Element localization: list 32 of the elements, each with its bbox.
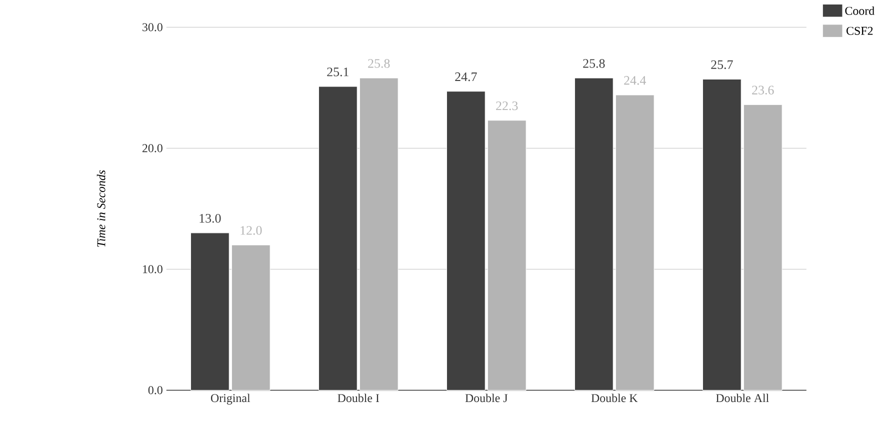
legend-label: Coord [845, 6, 874, 15]
x-tick-label: Double J [465, 394, 508, 402]
data-label: 12.0 [240, 226, 262, 235]
bar [574, 78, 614, 390]
legend-label: CSF2 [846, 26, 873, 35]
y-tick-label: 20.0 [142, 144, 162, 152]
bar [487, 120, 526, 390]
y-tick-label: 0.0 [148, 386, 162, 394]
x-tick-label: Double All [716, 394, 769, 402]
bar [615, 94, 654, 390]
data-label: 22.3 [496, 101, 518, 110]
data-label: 25.7 [711, 60, 733, 70]
data-label: 13.0 [200, 214, 221, 223]
bar [231, 244, 270, 390]
x-tick-label: Double K [591, 394, 638, 402]
bar [446, 91, 486, 390]
bar [743, 104, 782, 390]
data-label: 25.1 [327, 68, 348, 76]
data-label: 24.7 [455, 72, 477, 82]
data-label: 23.6 [752, 86, 774, 94]
y-axis-title: Time in Seconds [96, 170, 106, 247]
data-label: 25.8 [368, 59, 390, 68]
data-label: 24.4 [624, 76, 646, 85]
x-tick-label: Original [210, 394, 250, 405]
bar [702, 79, 742, 390]
y-tick-label: 30.0 [142, 23, 162, 32]
x-tick-label: Double I [338, 394, 380, 402]
bar [190, 232, 230, 390]
bar [359, 78, 398, 390]
y-tick-label: 10.0 [143, 265, 162, 274]
bar [318, 86, 358, 390]
data-label: 25.8 [583, 59, 605, 68]
